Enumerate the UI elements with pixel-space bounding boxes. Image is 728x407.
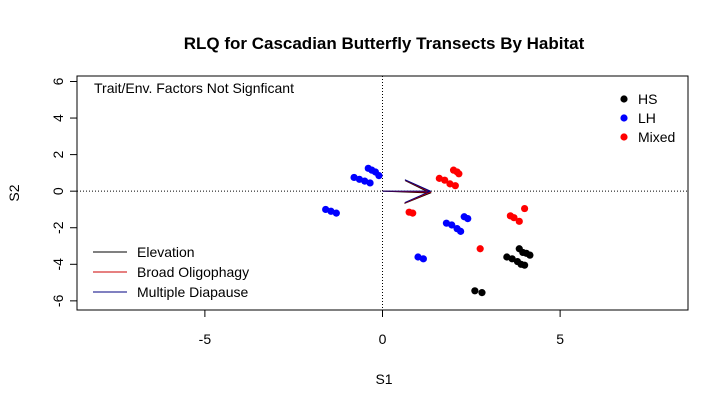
legend-label: Mixed (638, 129, 675, 145)
x-tick-label: -5 (199, 331, 212, 347)
legend-label: Broad Oligophagy (137, 264, 249, 280)
legend-label: LH (638, 110, 656, 126)
legend-marker-hs (620, 95, 628, 103)
x-axis-label: S1 (375, 371, 392, 387)
y-tick-label: -6 (50, 294, 66, 307)
scatter-point-hs (508, 255, 516, 263)
y-tick-label: -4 (50, 258, 66, 271)
scatter-point-hs (526, 251, 534, 259)
scatter-point-mixed (455, 170, 463, 178)
y-tick-label: 6 (50, 77, 66, 85)
scatter-point-lh (419, 255, 427, 263)
plot-area: -5 0 5 -6 -4 -2 0 2 4 6 HS LH Mixed Elevation Broad Ol… (50, 75, 689, 347)
scatter-point-lh (448, 221, 456, 229)
scatter-point-mixed (510, 214, 518, 222)
x-tick-label: 0 (379, 331, 387, 347)
scatter-point-mixed (515, 217, 523, 225)
scatter-point-lh (366, 179, 374, 187)
scatter-point-mixed (409, 209, 417, 217)
scatter-point-lh (464, 214, 472, 223)
legend-label: HS (638, 91, 657, 107)
scatter-point-mixed (476, 245, 484, 253)
scatter-point-mixed (451, 182, 459, 190)
scatter-point-hs (478, 289, 486, 297)
scatter-point-lh (457, 227, 465, 235)
arrow-head (404, 179, 432, 204)
scatter-point-lh (375, 172, 383, 180)
y-tick-label: 0 (50, 187, 66, 195)
scatter-point-lh (332, 209, 340, 217)
scatter-point-mixed (520, 204, 529, 213)
legend-label: Elevation (137, 244, 195, 260)
scatter-point-mixed (441, 176, 449, 184)
legend-marker-mixed (620, 133, 628, 141)
chart-title: RLQ for Cascadian Butterfly Transects By… (184, 34, 585, 53)
scatter-point-hs (520, 261, 529, 269)
legend-marker-lh (620, 114, 628, 122)
y-tick-label: 4 (50, 114, 66, 122)
legend-label: Multiple Diapause (137, 284, 248, 300)
y-axis-label: S2 (6, 184, 22, 201)
not-significant-annotation: Trait/Env. Factors Not Signficant (94, 80, 294, 96)
y-tick-label: 2 (50, 151, 66, 159)
x-tick-label: 5 (556, 331, 564, 347)
y-tick-label: -2 (50, 221, 66, 234)
scatter-point-hs (471, 287, 479, 295)
